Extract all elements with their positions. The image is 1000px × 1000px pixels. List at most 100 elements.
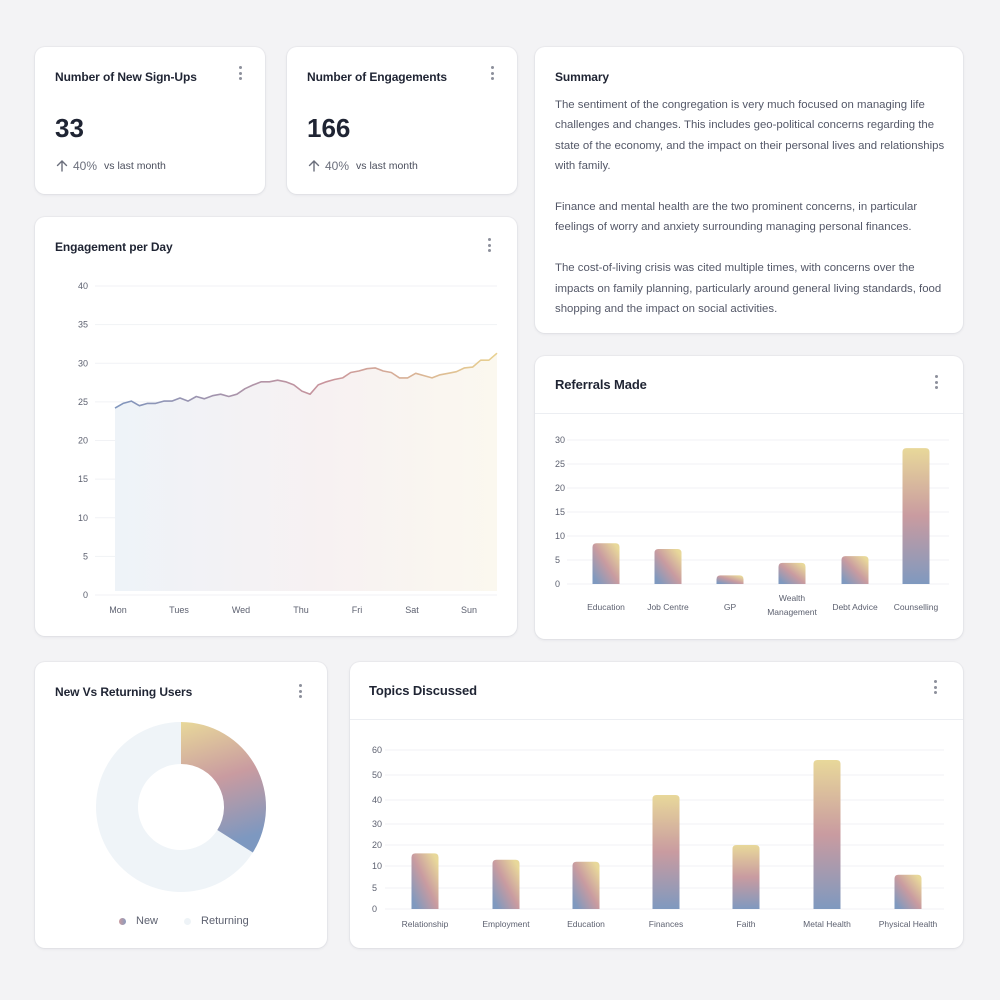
y-tick-label: 50: [372, 770, 382, 780]
legend-label: Returning: [201, 915, 249, 927]
header-divider: [350, 719, 963, 720]
y-tick-label: 5: [372, 883, 377, 893]
x-tick-label: Thu: [293, 605, 309, 615]
y-tick-label: 20: [372, 840, 382, 850]
x-tick-label: Counselling: [894, 602, 939, 612]
bar[interactable]: [841, 556, 869, 584]
x-axis-labels: Mon Tues Wed Thu Fri Sat Sun: [109, 605, 477, 615]
y-tick-label: 15: [555, 507, 565, 517]
bar[interactable]: [732, 845, 760, 909]
x-tick-label: Finances: [649, 919, 684, 929]
y-tick-label: 15: [78, 474, 88, 484]
y-tick-label: 0: [372, 904, 377, 914]
bar[interactable]: [411, 853, 439, 909]
delta-label: vs last month: [356, 160, 418, 172]
topics-card: Topics Discussed 0 5 10 20 30 40 50 60 Relations…: [350, 662, 963, 948]
kebab-menu-icon[interactable]: [931, 374, 941, 390]
delta-percent: 40%: [73, 159, 98, 173]
card-title: Summary: [555, 70, 609, 84]
legend-dot-icon: [119, 917, 126, 925]
card-title: Number of Engagements: [307, 70, 447, 84]
legend-item-new[interactable]: New: [119, 915, 158, 927]
x-axis-labels: Relationship Employment Education Finances F…: [402, 919, 938, 929]
summary-paragraph: Finance and mental health are the two pr…: [555, 201, 918, 234]
bar[interactable]: [778, 562, 806, 584]
engagements-value: 166: [307, 113, 351, 143]
y-tick-label: 60: [372, 745, 382, 755]
card-title: Referrals Made: [555, 377, 647, 392]
kebab-menu-icon[interactable]: [235, 65, 245, 81]
engagements-card: Number of Engagements 166 40% vs last mo…: [287, 47, 517, 194]
delta-percent: 40%: [325, 159, 350, 173]
x-tick-label: Physical Health: [879, 919, 938, 929]
kebab-menu-icon[interactable]: [487, 65, 497, 81]
bar[interactable]: [716, 575, 744, 584]
y-tick-label: 10: [555, 531, 565, 541]
y-tick-label: 40: [372, 795, 382, 805]
topics-bar-chart: 0 5 10 20 30 40 50 60 Relationship Employment Educ…: [372, 745, 944, 929]
bar[interactable]: [654, 548, 682, 584]
y-tick-label: 0: [555, 579, 560, 589]
donut-slice-returning: [95, 722, 253, 892]
y-tick-label: 5: [83, 551, 88, 561]
x-tick-label: Sun: [461, 605, 477, 615]
y-axis-labels: 0 5 10 20 30 40 50 60: [372, 745, 382, 914]
data-line: [114, 352, 498, 409]
referrals-bar-chart: 0 5 10 15 20 25 30 Education Job Centre GP Wealth M…: [555, 435, 949, 617]
y-tick-label: 30: [372, 819, 382, 829]
new-vs-returning-card: New Vs Returning Users New Returning: [35, 662, 327, 948]
x-tick-label: Wealth: [779, 593, 806, 603]
y-tick-label: 35: [78, 320, 88, 330]
bar[interactable]: [592, 543, 620, 584]
referrals-card: Referrals Made 0 5 10 15 20 25 30 Education Job …: [535, 356, 963, 639]
kebab-menu-icon[interactable]: [484, 237, 494, 253]
chart-grid: [567, 439, 949, 585]
donut-chart: [95, 722, 266, 892]
x-tick-label: Sat: [405, 605, 419, 615]
x-tick-label: Tues: [169, 605, 189, 615]
y-tick-label: 20: [555, 483, 565, 493]
y-tick-label: 20: [78, 436, 88, 446]
bar[interactable]: [572, 861, 600, 909]
signups-card: Number of New Sign-Ups 33 40% vs last mo…: [35, 47, 265, 194]
summary-text: The sentiment of the congregation is ver…: [555, 95, 947, 340]
y-tick-label: 30: [78, 358, 88, 368]
y-tick-label: 25: [78, 397, 88, 407]
legend-label: New: [136, 915, 159, 927]
y-tick-label: 30: [555, 435, 565, 445]
x-tick-label: Fri: [352, 605, 363, 615]
x-tick-label: Debt Advice: [832, 602, 878, 612]
bar[interactable]: [894, 874, 922, 909]
x-tick-label: Employment: [482, 919, 530, 929]
y-tick-label: 5: [555, 555, 560, 565]
arrow-up-icon: [308, 160, 320, 172]
kebab-menu-icon[interactable]: [930, 679, 940, 695]
header-divider: [535, 413, 963, 414]
x-tick-label: GP: [724, 602, 737, 612]
card-title: Topics Discussed: [369, 683, 477, 698]
signups-value: 33: [55, 113, 84, 143]
summary-paragraph: The cost-of-living crisis was cited mult…: [555, 262, 942, 316]
x-tick-label: Relationship: [402, 919, 449, 929]
x-axis-labels: Education Job Centre GP Wealth Management Deb…: [587, 593, 938, 617]
y-axis-labels: 0 5 10 15 20 25 30 35 40: [78, 281, 88, 600]
card-title: New Vs Returning Users: [55, 685, 193, 699]
legend-item-returning[interactable]: Returning: [184, 915, 249, 927]
x-tick-label: Education: [587, 602, 625, 612]
x-tick-label: Mon: [109, 605, 127, 615]
chart-legend: New Returning: [119, 915, 275, 927]
x-tick-label: Metal Health: [803, 919, 851, 929]
bar[interactable]: [813, 760, 841, 909]
bar[interactable]: [902, 448, 930, 584]
signups-delta: 40% vs last month: [55, 159, 166, 173]
area-fill: [115, 353, 497, 591]
bar[interactable]: [492, 859, 520, 909]
engagement-line-chart: 0 5 10 15 20 25 30 35 40 Mon Tues Wed Thu Fri Sat Sun: [78, 281, 498, 615]
y-tick-label: 40: [78, 281, 88, 291]
donut-slice-new: [181, 722, 266, 853]
y-tick-label: 0: [83, 590, 88, 600]
legend-dot-icon: [184, 917, 192, 925]
y-axis-labels: 0 5 10 15 20 25 30: [555, 435, 565, 589]
bar[interactable]: [652, 795, 680, 909]
kebab-menu-icon[interactable]: [295, 683, 305, 699]
